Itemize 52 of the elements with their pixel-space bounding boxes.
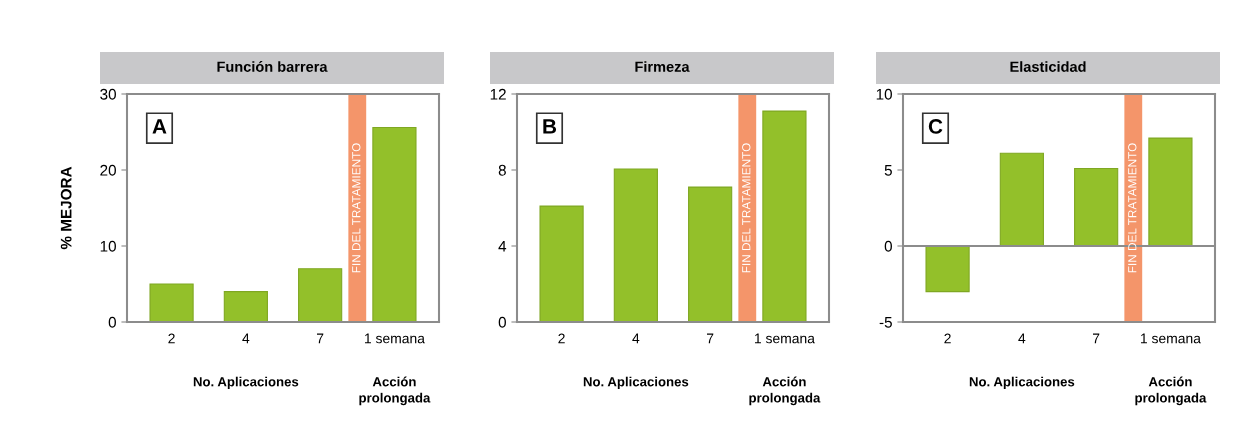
bar	[999, 152, 1044, 247]
x-tick-label: 2	[944, 333, 951, 344]
x-tick-label: 7	[706, 333, 714, 344]
y-tick-label: 10	[100, 240, 116, 252]
chart-title: Firmeza	[635, 61, 690, 72]
y-tick-label: 10	[876, 88, 892, 100]
y-tick-label: 0	[108, 316, 116, 328]
bar	[1074, 167, 1119, 247]
text: No. Aplicaciones	[583, 376, 689, 390]
bar	[925, 245, 970, 293]
bar	[223, 291, 268, 322]
x-tick-label: 2	[168, 333, 175, 344]
bar	[762, 110, 807, 322]
bar	[688, 186, 733, 322]
bar	[613, 168, 658, 322]
y-tick-label: 4	[498, 241, 507, 252]
text: No. Aplicaciones	[193, 376, 299, 390]
y-tick-label: 8	[498, 164, 506, 176]
band-label: FIN DEL TRATAMIENTO	[1128, 143, 1137, 273]
annotation: C	[928, 119, 943, 134]
text: Acción prolongada	[749, 376, 821, 406]
y-tick-label: 5	[884, 165, 892, 176]
y-tick-label: 20	[100, 164, 116, 176]
annotation: B	[543, 119, 557, 134]
x-tick-label: 7	[1092, 333, 1100, 344]
y-axis-title: % MEJORA	[60, 166, 72, 250]
band-label: FIN DEL TRATAMIENTO	[742, 143, 751, 273]
y-tick-label: 0	[884, 240, 892, 252]
x-tick-label: 1 semana	[364, 333, 425, 344]
bar	[1148, 137, 1193, 247]
x-tick-label: 4	[632, 333, 640, 344]
x-tick-label: 1 semana	[1140, 333, 1201, 344]
y-tick-label: 0	[498, 316, 506, 328]
text: No. Aplicaciones	[969, 376, 1075, 390]
bar	[539, 205, 584, 322]
text: Acción prolongada	[359, 376, 431, 406]
bar	[298, 268, 343, 322]
chart-title: Elasticidad	[1010, 61, 1086, 72]
y-tick-label: 30	[100, 88, 116, 100]
annotation: A	[152, 119, 167, 134]
x-tick-label: 1 semana	[754, 333, 815, 344]
y-tick-label: -5	[879, 317, 892, 328]
bar	[149, 283, 194, 322]
x-tick-label: 7	[316, 333, 324, 344]
bar	[372, 126, 417, 322]
x-tick-label: 2	[558, 333, 565, 344]
chart-title: Función barrera	[217, 61, 328, 72]
text: Acción prolongada	[1135, 376, 1207, 406]
band-label: FIN DEL TRATAMIENTO	[352, 143, 361, 273]
y-tick-label: 12	[490, 88, 506, 100]
x-tick-label: 4	[1018, 333, 1026, 344]
x-tick-label: 4	[242, 333, 250, 344]
